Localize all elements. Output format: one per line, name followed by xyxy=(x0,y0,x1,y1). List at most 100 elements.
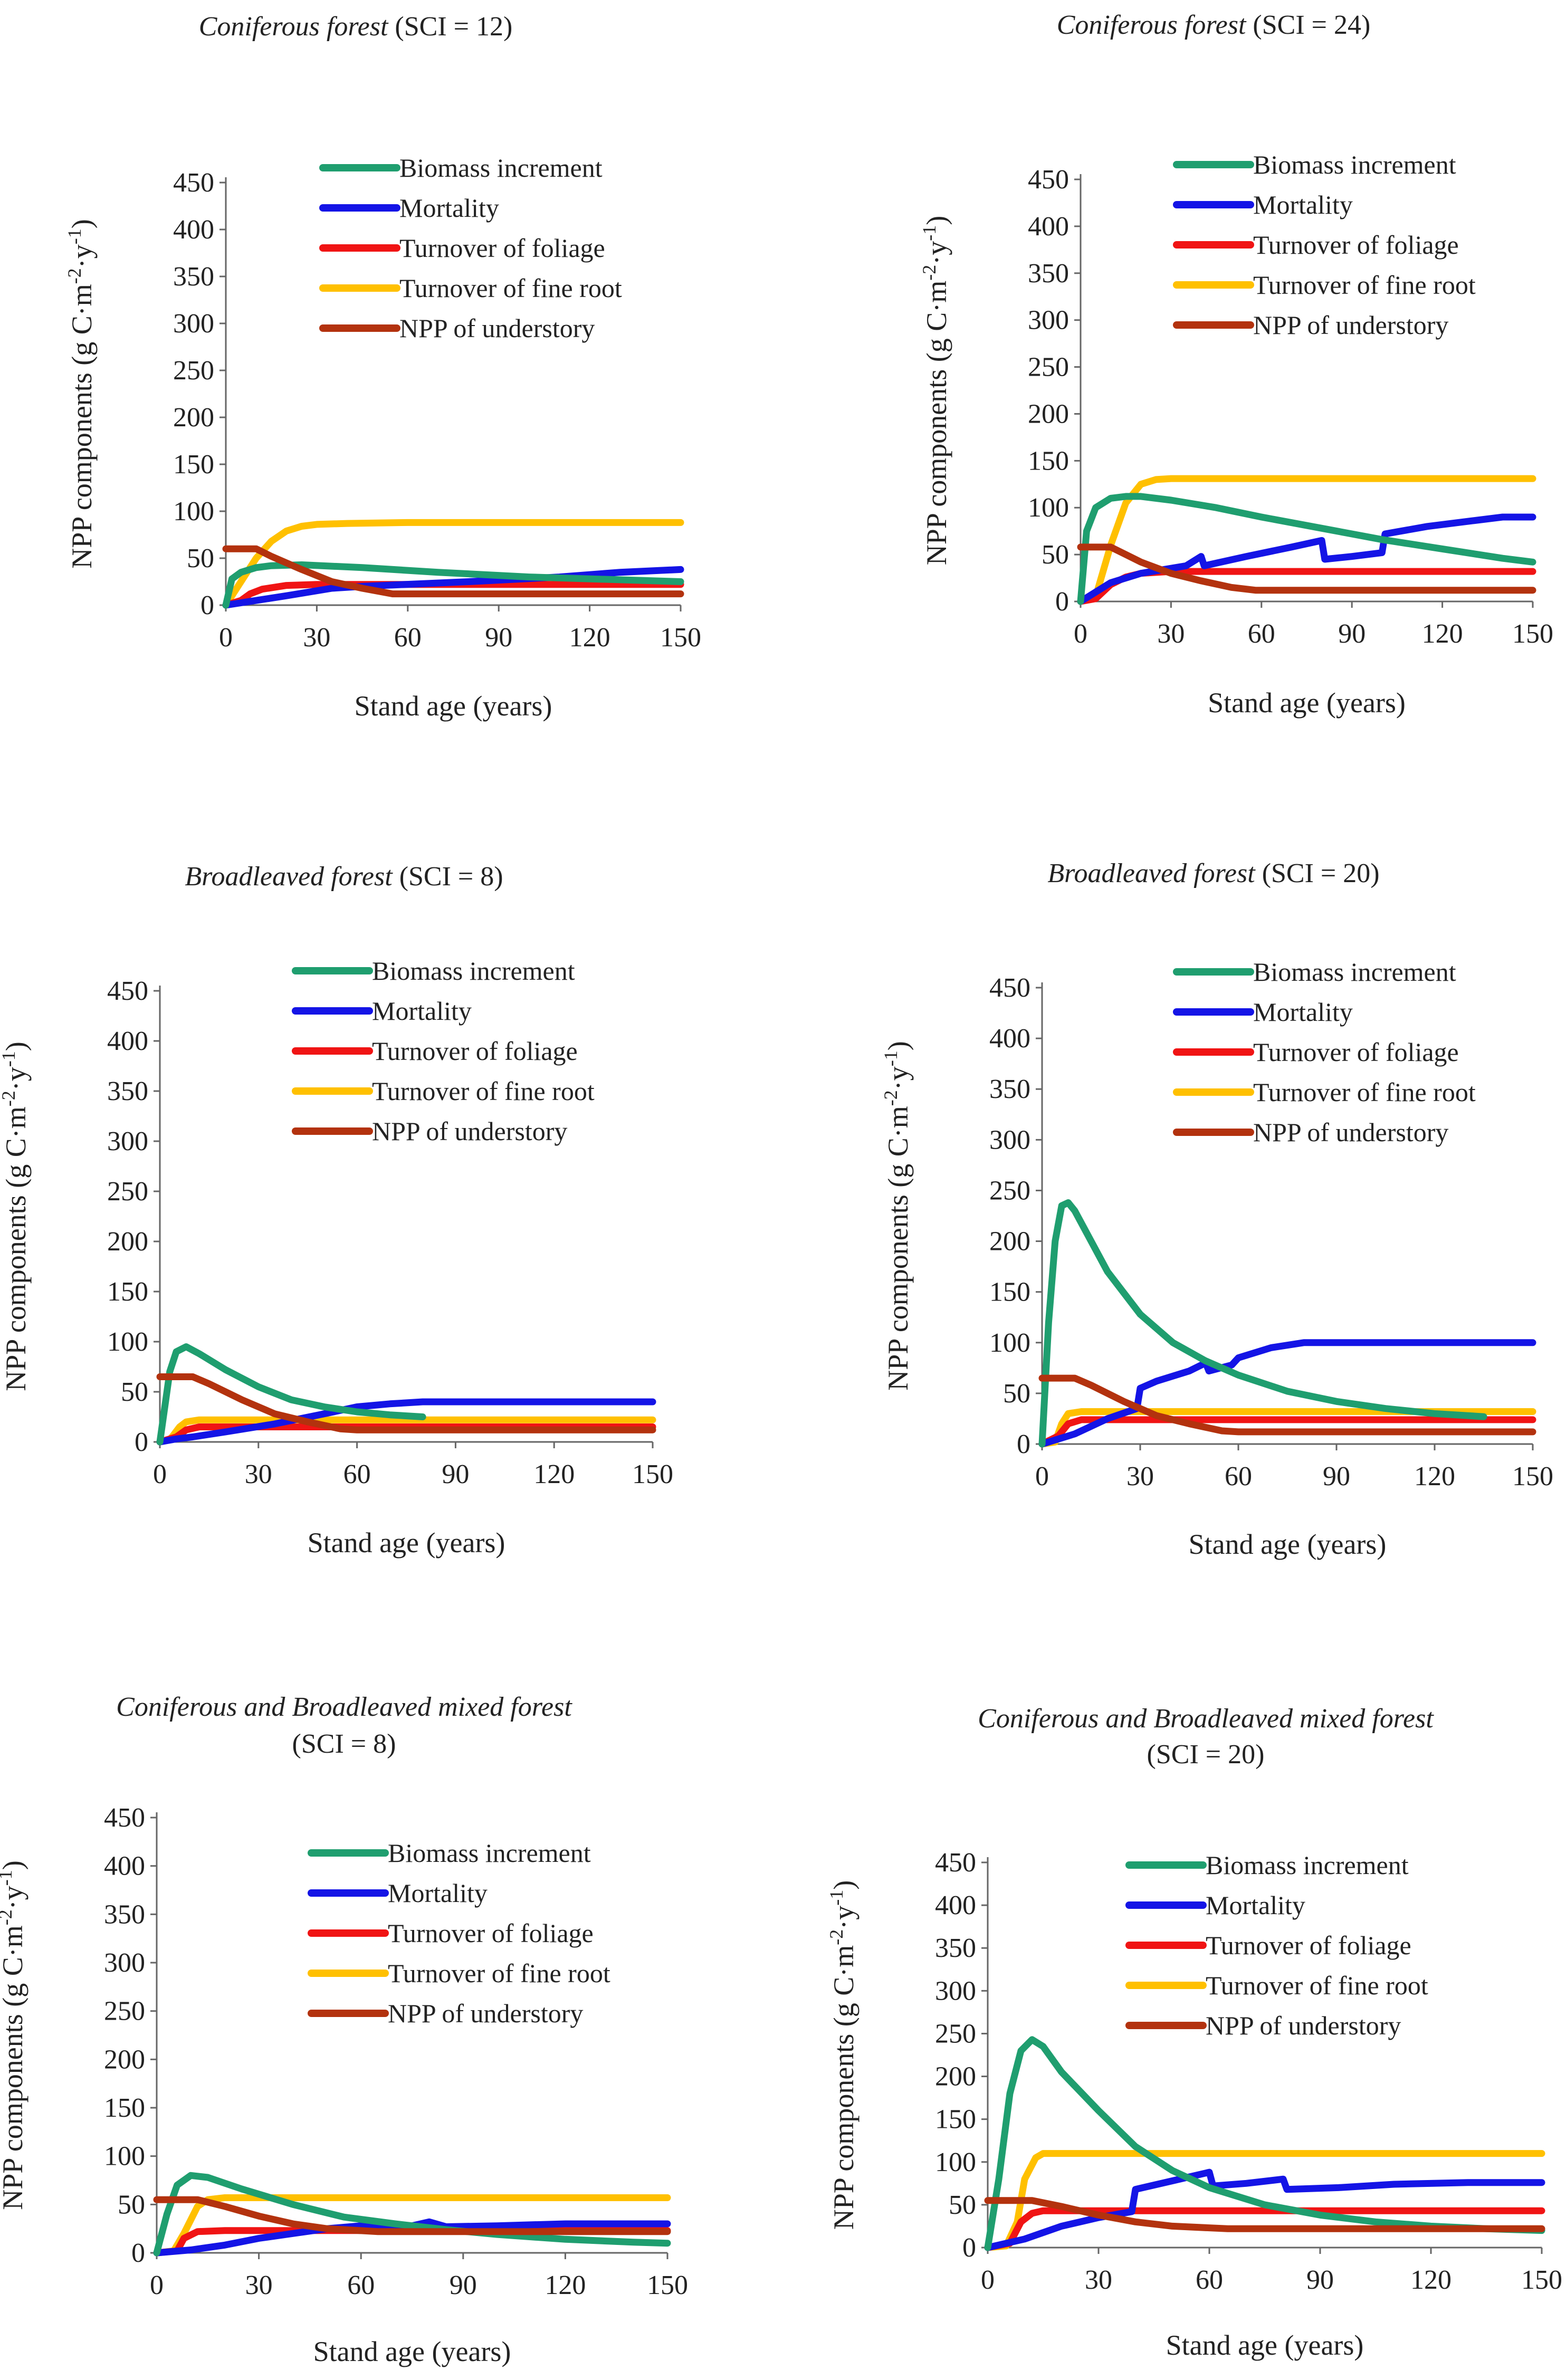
x-tick-label: 120 xyxy=(533,1459,575,1489)
y-tick-label: 350 xyxy=(989,1074,1030,1104)
chart-title: Coniferous forest (SCI = 24) xyxy=(1057,10,1371,40)
y-tick-label: 250 xyxy=(989,1175,1030,1206)
x-axis-label: Stand age (years) xyxy=(313,2336,511,2367)
y-tick-label: 350 xyxy=(107,1076,148,1106)
legend-label-understory: NPP of understory xyxy=(1206,2011,1401,2040)
x-tick-label: 120 xyxy=(569,623,610,653)
y-tick-label: 50 xyxy=(187,543,214,574)
chart-title-rest: (SCI = 24) xyxy=(1246,10,1370,40)
x-tick-label: 150 xyxy=(1521,2265,1562,2295)
x-tick-label: 30 xyxy=(245,1459,272,1489)
y-tick-label: 0 xyxy=(135,1427,148,1457)
y-axis-label-part: NPP components (g C·m xyxy=(66,284,98,569)
y-tick-label: 250 xyxy=(1028,352,1069,383)
chart-title: Coniferous and Broadleaved mixed forest xyxy=(978,1704,1434,1734)
legend-label-biomass: Biomass increment xyxy=(1253,150,1456,179)
x-tick-label: 150 xyxy=(660,623,701,653)
legend-label-fineroot: Turnover of fine root xyxy=(1206,1971,1428,2000)
x-axis-label: Stand age (years) xyxy=(355,690,552,722)
y-axis-label-part: ) xyxy=(0,1041,32,1051)
x-tick-label: 120 xyxy=(1422,619,1463,649)
x-tick-label: 90 xyxy=(1338,619,1366,649)
chart-title-italic: Broadleaved forest xyxy=(185,862,393,892)
y-tick-label: 350 xyxy=(1028,259,1069,289)
chart-title-italic: Coniferous and Broadleaved mixed forest xyxy=(978,1704,1434,1734)
x-tick-label: 60 xyxy=(1248,619,1275,649)
x-tick-label: 120 xyxy=(1414,1461,1455,1492)
chart-title-rest: (SCI = 12) xyxy=(388,12,512,42)
y-tick-label: 150 xyxy=(173,450,214,480)
y-tick-label: 250 xyxy=(935,2019,976,2049)
y-axis-label-part: ·y xyxy=(66,244,98,268)
series-line-understory xyxy=(984,2197,1545,2232)
legend: Biomass increment Mortality Turnover of fo… xyxy=(308,1838,610,2028)
y-tick-label: 450 xyxy=(104,1803,145,1833)
y-tick-label: 350 xyxy=(935,1933,976,1963)
legend-label-foliage: Turnover of foliage xyxy=(399,233,605,263)
y-axis-label-part: NPP components (g C·m xyxy=(882,1106,914,1391)
y-tick-label: 400 xyxy=(104,1851,145,1881)
chart-title-italic: Coniferous forest xyxy=(1057,10,1247,40)
y-tick-label: 450 xyxy=(107,976,148,1006)
y-axis-label: NPP components (g C·m-2·y-1) xyxy=(919,216,952,565)
x-tick-label: 150 xyxy=(647,2270,688,2300)
y-axis-label-part: -1 xyxy=(826,1890,847,1906)
x-tick-label: 30 xyxy=(1085,2265,1112,2295)
legend: Biomass increment Mortality Turnover of fo… xyxy=(319,153,622,343)
x-tick-label: 150 xyxy=(1512,1461,1553,1492)
legend-label-foliage: Turnover of foliage xyxy=(388,1918,594,1948)
y-tick-label: 350 xyxy=(173,262,214,292)
series-line-biomass xyxy=(153,2172,671,2257)
x-tick-label: 90 xyxy=(1323,1461,1350,1492)
y-tick-label: 400 xyxy=(989,1024,1030,1054)
y-axis-label-part: ) xyxy=(0,1860,28,1870)
y-tick-label: 50 xyxy=(949,2190,976,2220)
y-tick-label: 50 xyxy=(1003,1379,1030,1409)
y-tick-label: 100 xyxy=(1028,493,1069,523)
x-axis-label: Stand age (years) xyxy=(308,1527,505,1559)
legend: Biomass increment Mortality Turnover of fo… xyxy=(1173,150,1476,340)
y-tick-label: 150 xyxy=(989,1277,1030,1307)
y-axis-label-part: ) xyxy=(921,216,952,225)
x-tick-label: 0 xyxy=(981,2265,995,2295)
y-axis-label-part: -2 xyxy=(0,1091,19,1106)
legend-label-biomass: Biomass increment xyxy=(388,1838,591,1868)
y-tick-label: 50 xyxy=(121,1377,148,1407)
x-tick-label: 120 xyxy=(1410,2265,1452,2295)
y-tick-label: 150 xyxy=(104,2093,145,2123)
y-axis-label-part: ·y xyxy=(921,241,952,265)
y-axis-label-part: -2 xyxy=(0,1909,16,1925)
x-tick-label: 150 xyxy=(1512,619,1553,649)
chart-title-italic: Coniferous and Broadleaved mixed forest xyxy=(116,1692,572,1722)
series-line-mortality xyxy=(1077,513,1536,605)
legend-label-fineroot: Turnover of fine root xyxy=(1253,1077,1476,1107)
series-line-understory xyxy=(222,545,684,598)
x-axis-label: Stand age (years) xyxy=(1189,1528,1387,1560)
y-tick-label: 400 xyxy=(1028,212,1069,242)
legend-label-biomass: Biomass increment xyxy=(1206,1850,1409,1880)
legend-label-foliage: Turnover of foliage xyxy=(1206,1930,1411,1960)
series-line-understory xyxy=(153,2196,671,2235)
y-tick-label: 450 xyxy=(989,973,1030,1003)
legend-label-foliage: Turnover of foliage xyxy=(1253,1037,1459,1067)
y-tick-label: 150 xyxy=(935,2105,976,2135)
y-axis-label-part: -1 xyxy=(919,225,940,241)
y-tick-label: 200 xyxy=(173,403,214,433)
y-tick-label: 300 xyxy=(104,1948,145,1978)
legend-label-foliage: Turnover of foliage xyxy=(372,1036,578,1066)
y-axis-label-part: -2 xyxy=(880,1090,901,1106)
legend-label-mortality: Mortality xyxy=(1253,997,1353,1027)
chart-panel-2: Coniferous forest (SCI = 24) 0 50 100 150 200… xyxy=(919,10,1553,719)
legend-label-mortality: Mortality xyxy=(1253,190,1353,219)
y-tick-label: 350 xyxy=(104,1899,145,1929)
x-axis-label: Stand age (years) xyxy=(1166,2329,1364,2361)
series-line-mortality xyxy=(984,2168,1545,2251)
y-axis-label: NPP components (g C·m-2·y-1) xyxy=(0,1041,32,1391)
y-axis-label-part: -1 xyxy=(0,1051,19,1067)
x-tick-label: 60 xyxy=(343,1459,371,1489)
y-tick-label: 0 xyxy=(1055,587,1069,617)
legend: Biomass increment Mortality Turnover of fo… xyxy=(292,956,595,1146)
y-tick-label: 200 xyxy=(935,2062,976,2092)
y-tick-label: 250 xyxy=(173,356,214,386)
